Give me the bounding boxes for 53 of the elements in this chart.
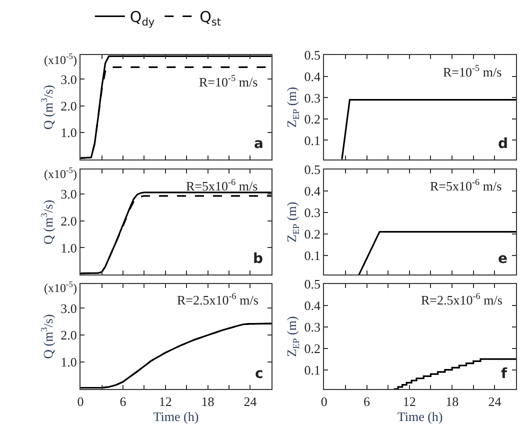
y-tick-label: 0.3	[304, 205, 320, 220]
x-tick-label: 18	[201, 394, 214, 409]
annotation: c	[255, 366, 264, 382]
x-tick-label: 0	[77, 394, 84, 409]
y-tick-label: 0.5	[304, 276, 320, 292]
x-axis-title: Time (h)	[397, 408, 443, 424]
y-tick-label: 0.2	[304, 340, 320, 356]
y-tick-label: 2.0	[60, 328, 77, 343]
y-tick-label: 3.0	[60, 72, 77, 87]
text: (x10$^{-5}$)	[44, 52, 77, 68]
y-tick-label: 0.2	[304, 226, 320, 242]
x-tick-label: 6	[364, 394, 371, 409]
annotation: R=5x10$^{-6}$ m/s	[186, 177, 258, 194]
annotation: R=10$^{-5}$ m/s	[443, 63, 502, 80]
y-tick-label: 0.1	[304, 362, 320, 378]
annotation: d	[498, 136, 508, 152]
x-tick-label: 24	[488, 394, 502, 409]
x-tick-label: 12	[158, 394, 172, 409]
y-tick-label: 0.1	[304, 248, 320, 263]
y-tick-label: 2.0	[60, 213, 77, 228]
annotation: e	[498, 251, 508, 267]
x-tick-label: 6	[120, 394, 127, 409]
y-tick-label: 0.5	[304, 162, 320, 178]
x-tick-label: 12	[402, 394, 416, 409]
annotation: f	[501, 366, 508, 382]
y-tick-label: 2.0	[60, 98, 77, 114]
y-tick-label: 0.4	[304, 298, 321, 313]
y-tick-label: 0.4	[304, 184, 321, 199]
annotation: b	[253, 251, 264, 267]
x-axis-title: Time (h)	[153, 408, 199, 424]
y-tick-label: 0.3	[304, 319, 320, 334]
y-tick-label: 1.0	[60, 354, 77, 370]
legend-label: Q$_{st}$	[200, 8, 222, 28]
annotation: R=2.5x10$^{-6}$ m/s	[177, 291, 258, 308]
annotation: a	[254, 136, 264, 152]
x-tick-label: 24	[244, 394, 258, 409]
text: (x10$^{-5}$)	[44, 280, 77, 296]
x-tick-label: 18	[446, 394, 459, 409]
y-tick-label: 3.0	[60, 300, 77, 316]
y-tick-label: 3.0	[60, 186, 77, 202]
y-tick-label: 0.1	[304, 132, 320, 148]
text: (x10$^{-5}$)	[44, 166, 77, 182]
y-tick-label: 0.2	[304, 112, 320, 127]
annotation: R=5x10$^{-6}$ m/s	[430, 177, 502, 194]
y-tick-label: 1.0	[60, 240, 77, 256]
y-tick-label: 1.0	[60, 125, 77, 140]
y-tick-label: 0.5	[304, 48, 320, 63]
y-tick-label: 0.4	[304, 68, 321, 84]
annotation: R=10$^{-5}$ m/s	[199, 73, 258, 90]
y-tick-label: 0.3	[304, 90, 320, 106]
annotation: R=2.5x10$^{-6}$ m/s	[421, 291, 502, 308]
legend-label: Q$_{dy}$	[130, 8, 155, 28]
x-tick-label: 0	[320, 394, 328, 409]
